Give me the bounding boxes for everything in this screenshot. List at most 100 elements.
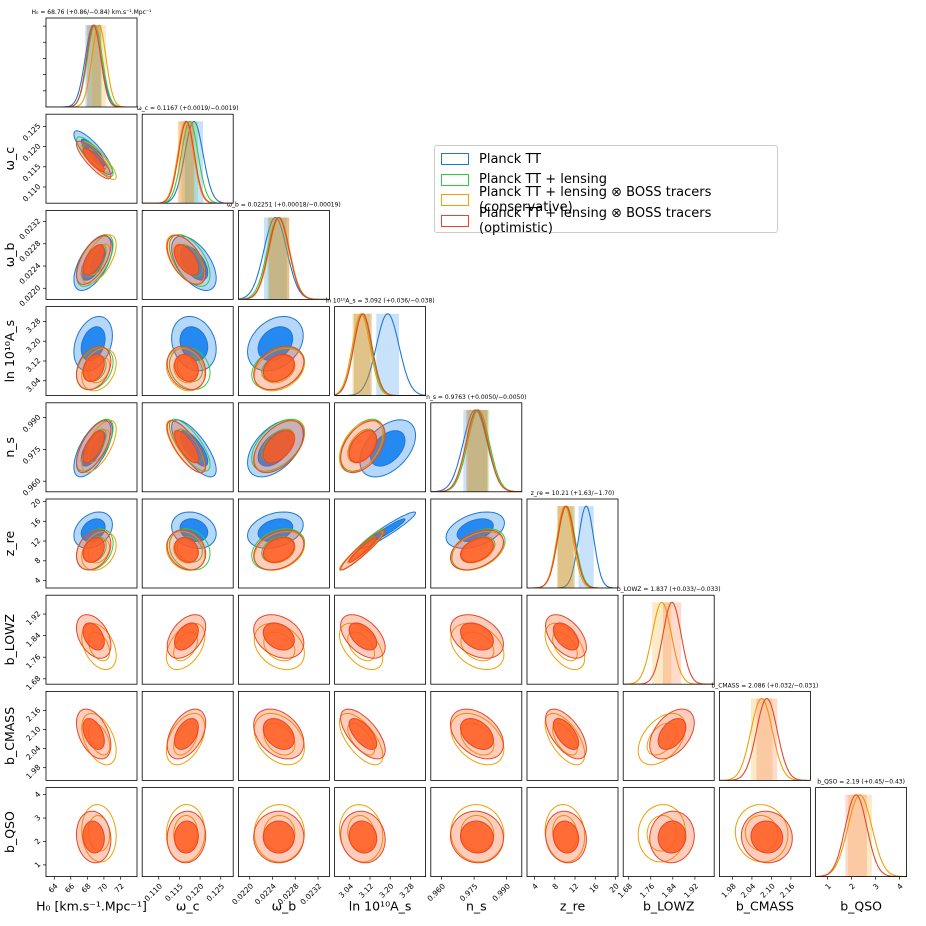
legend-swatch-lensing — [441, 173, 469, 186]
y-tick-label: 3.28 — [24, 316, 42, 334]
y-tick-label: 2 — [33, 836, 43, 846]
panel-title: b_CMASS = 2.086 (+0.032/−0.031) — [711, 682, 818, 689]
legend-swatch-optimistic — [441, 214, 469, 227]
panel-frame — [141, 787, 234, 877]
marginal-band — [91, 25, 106, 107]
contour-95 — [734, 804, 789, 863]
contour-68 — [657, 820, 687, 854]
marginal-band — [557, 506, 575, 588]
y-tick-label: 0.125 — [21, 121, 43, 143]
marginal-band — [352, 313, 370, 396]
y-axis-label: ln 10¹⁰A_s — [2, 320, 17, 383]
marginal-curve — [719, 697, 811, 781]
legend-entry-lensing: Planck TT + lensing — [441, 170, 771, 191]
panel-frame — [430, 787, 523, 877]
contour-68 — [82, 353, 105, 382]
y-tick-label: 3.04 — [24, 376, 42, 394]
y-tick-label: 0.120 — [21, 141, 43, 163]
x-tick-label: 70 — [96, 881, 109, 894]
x-axis-label: H₀ [km.s⁻¹.Mpc⁻¹] — [36, 899, 147, 914]
contour-95 — [450, 622, 505, 670]
contour-68 — [459, 820, 494, 854]
x-tick-label: 4 — [895, 881, 905, 891]
x-axis-label: ln 10¹⁰A_s — [349, 899, 412, 914]
panel-title: ln 10¹⁰A_s = 3.092 (+0.036/−0.038) — [326, 298, 435, 305]
x-tick-label: 0.0220 — [230, 881, 255, 906]
marginal-band — [267, 217, 290, 300]
x-tick-label: 3.12 — [357, 881, 375, 899]
y-axis-label: n_s — [2, 437, 17, 458]
y-tick-label: 0.110 — [21, 182, 43, 204]
x-tick-label: 16 — [588, 881, 601, 894]
marginal-band — [578, 506, 594, 588]
y-tick-label: 2.04 — [24, 744, 42, 762]
contour-68 — [82, 718, 105, 750]
x-tick-label: 64 — [47, 881, 60, 894]
panel-frame — [334, 594, 427, 685]
panel-frame — [45, 594, 138, 685]
y-tick-label: 2.10 — [24, 724, 42, 742]
marginal-curve — [430, 409, 522, 492]
panel-frame — [334, 787, 427, 877]
contour-68 — [262, 622, 295, 651]
panel-frame — [141, 306, 234, 397]
contour-68 — [82, 147, 105, 173]
contour-95 — [544, 804, 586, 863]
panel-frame — [237, 306, 330, 397]
marginal-band — [750, 698, 773, 781]
x-axis-label: b_CMASS — [736, 899, 794, 914]
legend-entry-conservative: Planck TT + lensing ⊗ BOSS tracers (cons… — [441, 185, 771, 215]
marginal-band — [847, 794, 872, 877]
marginal-band — [756, 698, 778, 781]
contour-68 — [173, 353, 199, 382]
contour-68 — [173, 718, 199, 750]
panel-title: b_LOWZ = 1.837 (+0.033/−0.033) — [617, 586, 721, 593]
legend-label: Planck TT + lensing ⊗ BOSS tracers (cons… — [479, 185, 712, 216]
x-axis-label: n_s — [466, 899, 487, 914]
panel-frame — [237, 209, 330, 300]
x-tick-label: 1.98 — [720, 881, 738, 899]
panel-frame — [45, 17, 138, 108]
panel-frame — [622, 691, 715, 781]
contour-95 — [81, 804, 117, 863]
y-tick-label: 4 — [33, 575, 43, 585]
y-tick-label: 1 — [33, 860, 43, 870]
panel-frame — [237, 787, 330, 877]
x-tick-label: 0.960 — [425, 881, 447, 903]
x-tick-label: 72 — [113, 881, 126, 894]
y-tick-label: 1.84 — [24, 631, 42, 649]
y-tick-label: 0.960 — [21, 476, 43, 498]
legend-label: Planck TT + lensing ⊗ BOSS tracers (opti… — [479, 205, 712, 236]
contour-68 — [262, 537, 295, 563]
x-tick-label: 0.110 — [143, 881, 165, 903]
y-tick-label: 0.0220 — [17, 283, 42, 308]
x-axis-label: ω_c — [176, 899, 200, 914]
y-tick-label: 1.98 — [24, 763, 42, 781]
panel-frame — [45, 306, 138, 397]
panel-frame — [622, 787, 715, 877]
panel-frame — [45, 691, 138, 781]
y-tick-label: 3.12 — [24, 356, 42, 374]
x-tick-label: 3.04 — [337, 881, 355, 899]
legend-label: Planck TT — [479, 151, 542, 167]
contour-68 — [82, 537, 105, 563]
x-tick-label: 3.28 — [398, 881, 416, 899]
contour-95 — [81, 530, 117, 571]
y-tick-label: 1.92 — [24, 609, 42, 627]
y-tick-label: 8 — [33, 556, 43, 566]
contour-68 — [82, 244, 105, 276]
panel-frame — [45, 209, 138, 300]
legend: Planck TT Planck TT + lensing Planck TT … — [434, 145, 778, 236]
contour-68 — [552, 622, 580, 651]
contour-68 — [459, 622, 494, 651]
y-tick-label: 12 — [29, 536, 42, 549]
panel-frame — [622, 594, 715, 685]
panel-frame — [141, 498, 234, 589]
panel-frame — [430, 498, 523, 589]
marginal-band — [845, 794, 867, 877]
x-tick-label: 1 — [823, 881, 833, 891]
panel-title: ω_c = 0.1167 (+0.0019/−0.0019) — [137, 105, 239, 112]
panel-frame — [141, 691, 234, 781]
panel-frame — [141, 402, 234, 493]
